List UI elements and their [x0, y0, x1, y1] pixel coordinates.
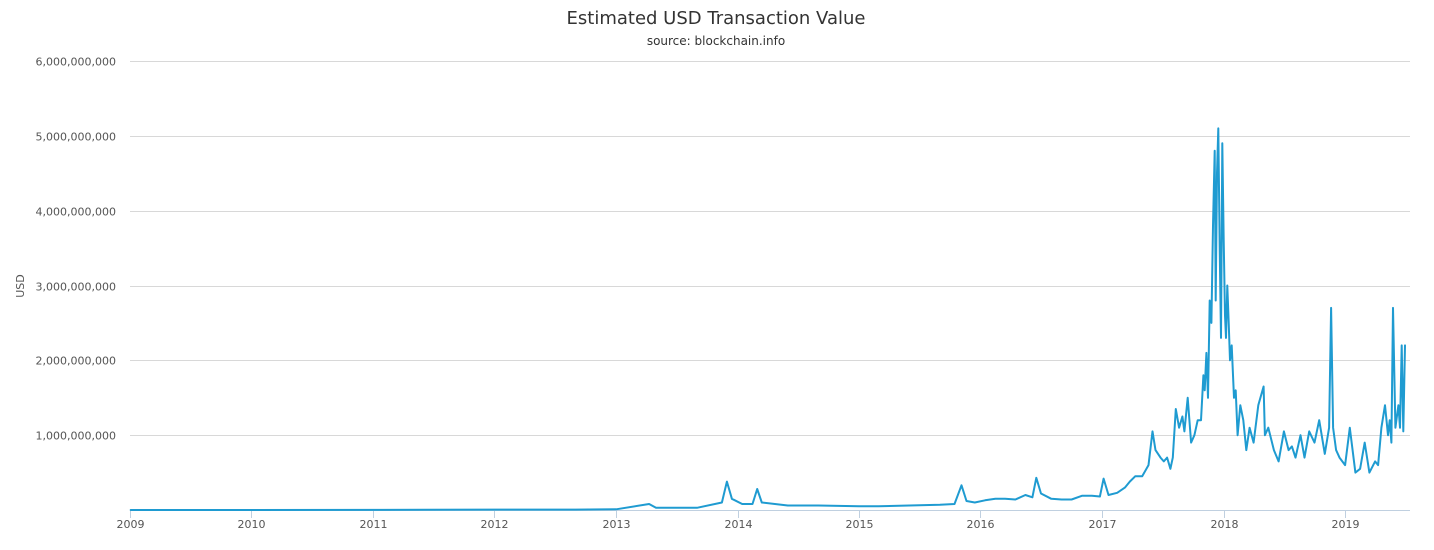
x-tick-label: 2016 [967, 518, 995, 531]
series-line [129, 127, 1406, 511]
x-tick-label: 2013 [603, 518, 631, 531]
x-tick-label: 2015 [846, 518, 874, 531]
x-tick-label: 2011 [360, 518, 388, 531]
x-tick-label: 2019 [1332, 518, 1360, 531]
y-tick-label: 3,000,000,000 [36, 281, 116, 294]
chart-title: Estimated USD Transaction Value [567, 8, 866, 29]
y-tick-label: 5,000,000,000 [36, 131, 116, 144]
x-tick-label: 2018 [1211, 518, 1239, 531]
y-tick-label: 1,000,000,000 [36, 430, 116, 443]
x-axis: 2009 2010 2011 2012 2013 2014 2015 2016 2017 2018… [117, 510, 1410, 531]
y-tick-label: 2,000,000,000 [36, 355, 116, 368]
y-axis-title: USD [14, 274, 27, 298]
x-tick-label: 2012 [481, 518, 509, 531]
y-tick-label: 4,000,000,000 [36, 206, 116, 219]
y-axis-tick-labels: 1,000,000,000 2,000,000,000 3,000,000,000 4… [36, 56, 116, 443]
x-tick-label: 2009 [117, 518, 145, 531]
x-tick-label: 2014 [725, 518, 753, 531]
y-gridlines [130, 61, 1410, 436]
y-tick-label: 6,000,000,000 [36, 56, 116, 69]
chart-subtitle: source: blockchain.info [647, 34, 785, 48]
series-group [129, 127, 1406, 511]
x-tick-label: 2017 [1089, 518, 1117, 531]
x-tick-label: 2010 [238, 518, 266, 531]
